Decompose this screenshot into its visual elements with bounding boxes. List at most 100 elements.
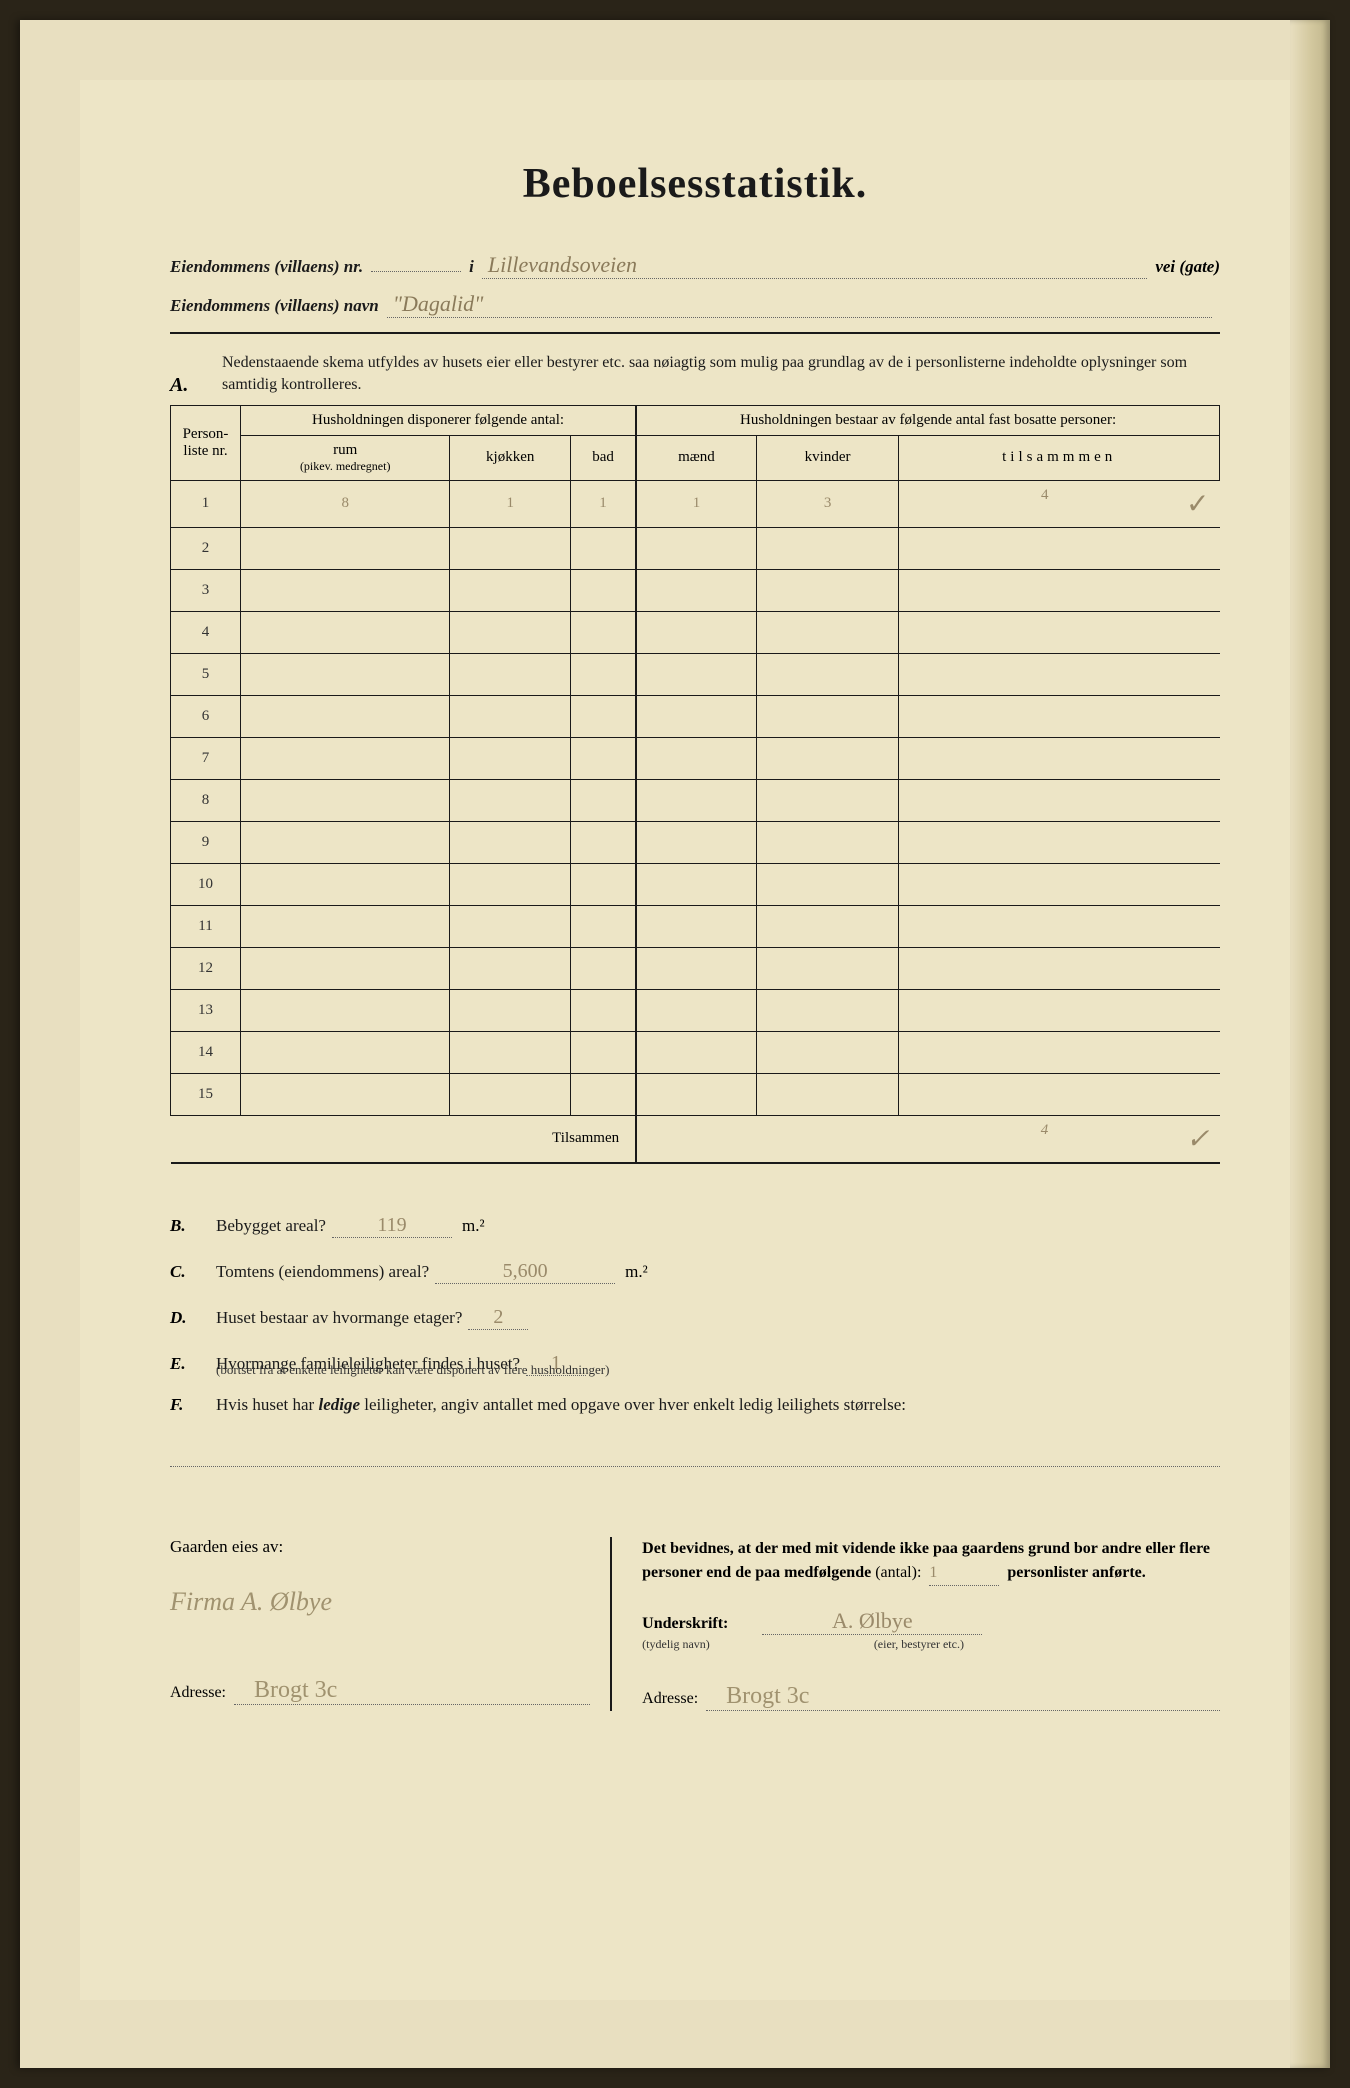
- cell-kjokken: [450, 653, 571, 695]
- q-f-text: Hvis huset har ledige leiligheter, angiv…: [216, 1395, 906, 1415]
- sig-address-row: Adresse: Brogt 3c: [642, 1683, 1220, 1711]
- cell-tilsammen: [899, 695, 1220, 737]
- cell-bad: [571, 989, 637, 1031]
- q-f-letter: F.: [170, 1395, 216, 1415]
- cell-kvinder: [756, 779, 899, 821]
- header-line-1: Eiendommens (villaens) nr. i Lillevandso…: [170, 248, 1220, 279]
- page-edge: [1290, 20, 1330, 2068]
- col-personliste: Person-liste nr.: [171, 405, 241, 480]
- table-row: 8: [171, 779, 1220, 821]
- table-row: 7: [171, 737, 1220, 779]
- cell-tilsammen: [899, 527, 1220, 569]
- cell-maend: [636, 611, 756, 653]
- q-e-letter: E.: [170, 1354, 216, 1374]
- cell-kvinder: [756, 821, 899, 863]
- cell-kvinder: [756, 611, 899, 653]
- property-name-label: Eiendommens (villaens) navn: [170, 296, 379, 316]
- cell-tilsammen: [899, 905, 1220, 947]
- cell-kvinder: [756, 695, 899, 737]
- sig-sub: (tydelig navn): [642, 1637, 710, 1651]
- property-nr-label: Eiendommens (villaens) nr.: [170, 257, 363, 277]
- cell-bad: [571, 1073, 637, 1115]
- cell-kjokken: [450, 695, 571, 737]
- q-b-value: 119: [332, 1214, 452, 1238]
- sig-addr-label: Adresse:: [642, 1690, 698, 1708]
- cell-kjokken: [450, 527, 571, 569]
- table-row: 12: [171, 947, 1220, 989]
- cell-bad: [571, 737, 637, 779]
- cell-kjokken: [450, 737, 571, 779]
- cell-maend: [636, 779, 756, 821]
- owner-addr-label: Adresse:: [170, 1684, 226, 1702]
- signature-block: Underskrift: A. Ølbye (tydelig navn) (ei…: [642, 1608, 1220, 1653]
- col-maend: mænd: [636, 435, 756, 480]
- cell-bad: 1: [571, 480, 637, 527]
- document-paper: Beboelsesstatistik. Eiendommens (villaen…: [80, 80, 1310, 2000]
- row-num: 10: [171, 863, 241, 905]
- household-table: Person-liste nr. Husholdningen disponere…: [170, 405, 1220, 1164]
- divider: [170, 332, 1220, 334]
- total-kvinder: [756, 1115, 899, 1163]
- row-num: 5: [171, 653, 241, 695]
- cell-maend: [636, 905, 756, 947]
- cell-kjokken: [450, 1073, 571, 1115]
- question-b: B. Bebygget areal? 119 m.²: [170, 1214, 1220, 1238]
- cell-rum: [241, 779, 450, 821]
- row-num: 13: [171, 989, 241, 1031]
- cell-maend: [636, 527, 756, 569]
- header-i: i: [469, 257, 474, 277]
- total-value: 4: [1041, 1122, 1049, 1138]
- row-num: 7: [171, 737, 241, 779]
- row-num: 12: [171, 947, 241, 989]
- cell-kvinder: [756, 653, 899, 695]
- cell-rum: [241, 821, 450, 863]
- cell-maend: [636, 569, 756, 611]
- group-bosatte: Husholdningen bestaar av følgende antal …: [636, 405, 1219, 435]
- cell-kjokken: 1: [450, 480, 571, 527]
- header-line-2: Eiendommens (villaens) navn "Dagalid": [170, 291, 1220, 318]
- cell-maend: [636, 695, 756, 737]
- cell-tilsammen: [899, 821, 1220, 863]
- cell-rum: [241, 611, 450, 653]
- question-f: F. Hvis huset har ledige leiligheter, an…: [170, 1395, 1220, 1415]
- cell-bad: [571, 905, 637, 947]
- row-num: 6: [171, 695, 241, 737]
- cell-rum: [241, 569, 450, 611]
- table-row: 1811134✓: [171, 480, 1220, 527]
- cell-tilsammen: [899, 1031, 1220, 1073]
- cell-maend: [636, 653, 756, 695]
- table-row: 11: [171, 905, 1220, 947]
- cell-kvinder: [756, 989, 899, 1031]
- q-c-unit: m.²: [625, 1262, 648, 1282]
- street-value: Lillevandsoveien: [482, 252, 1147, 279]
- col-bad: bad: [571, 435, 637, 480]
- table-row: 6: [171, 695, 1220, 737]
- section-a-letter: A.: [170, 374, 210, 397]
- footer-left: Gaarden eies av: Firma A. Ølbye Adresse:…: [170, 1537, 610, 1711]
- col-kjokken: kjøkken: [450, 435, 571, 480]
- q-b-unit: m.²: [462, 1216, 485, 1236]
- q-d-letter: D.: [170, 1308, 216, 1328]
- q-c-letter: C.: [170, 1262, 216, 1282]
- footer-right: Det bevidnes, at der med mit vidende ikk…: [612, 1537, 1220, 1711]
- table-row: 5: [171, 653, 1220, 695]
- table-row: 10: [171, 863, 1220, 905]
- total-label: Tilsammen: [171, 1115, 637, 1163]
- owner-address-row: Adresse: Brogt 3c: [170, 1677, 590, 1705]
- cell-tilsammen: [899, 653, 1220, 695]
- cell-kjokken: [450, 863, 571, 905]
- cell-rum: [241, 947, 450, 989]
- group-bosatte-text: Husholdningen bestaar av følgende antal …: [740, 412, 1116, 428]
- col-rum-label: rum: [245, 442, 445, 459]
- cell-kjokken: [450, 821, 571, 863]
- cell-kvinder: [756, 737, 899, 779]
- cell-kvinder: [756, 569, 899, 611]
- cell-rum: [241, 737, 450, 779]
- personlister-text: personlister anførte.: [1007, 1564, 1145, 1581]
- cell-maend: [636, 737, 756, 779]
- cell-maend: [636, 1031, 756, 1073]
- cell-rum: [241, 863, 450, 905]
- row-num: 4: [171, 611, 241, 653]
- page: Beboelsesstatistik. Eiendommens (villaen…: [20, 20, 1330, 2068]
- cell-maend: [636, 947, 756, 989]
